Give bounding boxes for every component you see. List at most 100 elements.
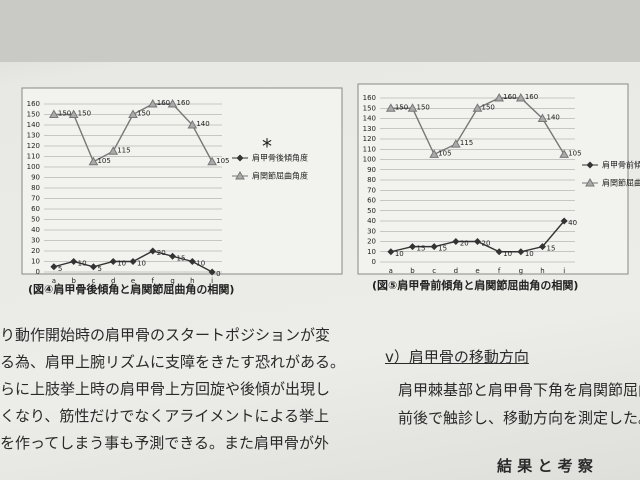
marker [68, 109, 79, 118]
data-label: 10 [78, 260, 87, 268]
line: を作ってしまう事も予測できる。また肩甲骨が外 [0, 434, 329, 452]
data-label: 150 [417, 103, 430, 111]
marker [235, 170, 245, 180]
y-tick-label: 70 [31, 195, 40, 203]
data-label: 115 [460, 139, 473, 147]
data-label: 105 [216, 157, 229, 165]
y-tick-label: 20 [31, 247, 40, 255]
line: 前後で触診し、移動方向を測定した。 [398, 409, 640, 427]
y-tick-label: 40 [367, 217, 376, 225]
y-tick-label: 100 [363, 156, 376, 164]
marker [450, 139, 461, 148]
data-label: 105 [438, 149, 451, 157]
line: る為、肩甲上腕リズムに支障をきたす恐れがある。 [0, 353, 346, 371]
data-label: 40 [568, 219, 577, 227]
data-label: 150 [482, 103, 495, 111]
body-text: 肩甲棘基部と肩甲骨下角を肩関節屈曲角 前後で触診し、移動方向を測定した。 [398, 376, 640, 432]
marker [207, 156, 217, 166]
y-tick-label: 150 [363, 104, 376, 112]
figures: * (図④肩甲骨後傾角と肩関節屈曲角の相関) (図⑤肩甲骨前傾角と肩関節屈曲角の… [21, 83, 640, 296]
y-tick-label: 90 [31, 174, 40, 182]
y-tick-label: 20 [367, 238, 376, 246]
marker [559, 149, 570, 158]
marker [109, 258, 117, 265]
y-tick-label: 0 [36, 268, 40, 276]
marker [517, 248, 525, 256]
x-tick-label: e [475, 267, 479, 275]
marker [429, 149, 440, 158]
data-label: 160 [525, 93, 538, 101]
marker [495, 248, 503, 256]
results-heading: 結 果 と 考 察 [497, 457, 593, 475]
data-label: 20 [482, 240, 491, 248]
marker [70, 258, 78, 265]
y-tick-label: 10 [31, 258, 40, 266]
x-tick-label: c [92, 277, 96, 285]
marker [385, 103, 396, 112]
section-heading: v）肩甲骨の移動方向 [385, 348, 529, 366]
marker [208, 268, 216, 276]
data-label: 10 [395, 250, 404, 258]
legend-label: 肩甲骨後傾角度 [252, 153, 308, 163]
marker [50, 263, 58, 271]
y-tick-label: 0 [372, 258, 376, 266]
background [0, 0, 640, 62]
marker [452, 238, 460, 245]
y-tick-label: 50 [31, 216, 40, 224]
y-tick-label: 70 [367, 186, 376, 194]
data-label: 10 [525, 250, 534, 258]
x-tick-label: a [52, 277, 56, 285]
x-tick-label: a [389, 267, 393, 275]
line: くなり、筋性だけでなくアライメントによる挙上 [0, 407, 329, 425]
marker [188, 258, 196, 265]
data-label: 150 [58, 110, 71, 118]
marker [474, 238, 481, 245]
data-label: 10 [117, 260, 126, 268]
x-tick-label: i [211, 277, 213, 285]
x-tick-label: g [519, 267, 523, 275]
marker [387, 248, 395, 256]
marker [169, 252, 177, 260]
data-label: 10 [503, 250, 512, 258]
legend-label: 肩関節屈曲角度 [252, 171, 308, 181]
y-tick-label: 50 [367, 207, 376, 215]
marker [108, 146, 119, 155]
data-label: 115 [117, 146, 130, 154]
marker [537, 113, 548, 122]
y-tick-label: 140 [27, 121, 40, 129]
marker [407, 103, 418, 112]
marker [560, 217, 568, 225]
y-tick-label: 130 [27, 132, 40, 140]
y-tick-label: 160 [363, 94, 376, 102]
data-label: 20 [157, 249, 166, 257]
legend-label: 肩甲骨前傾角度 [602, 160, 640, 170]
y-tick-label: 80 [367, 176, 376, 184]
y-tick-label: 120 [27, 142, 40, 150]
marker [167, 98, 178, 108]
caption: (図④肩甲骨後傾角と肩関節屈曲角の相関) [28, 282, 234, 296]
y-tick-label: 90 [367, 166, 376, 174]
data-label: 15 [177, 254, 186, 262]
marker [88, 156, 99, 166]
x-tick-label: d [454, 267, 458, 275]
data-label: 140 [547, 114, 560, 122]
marker [494, 92, 505, 102]
marker [586, 161, 594, 169]
x-tick-label: h [540, 267, 544, 275]
y-tick-label: 120 [363, 135, 376, 143]
x-tick-label: f [498, 267, 501, 275]
data-label: 150 [78, 110, 91, 118]
data-label: 105 [568, 149, 581, 157]
data-label: 105 [97, 157, 110, 165]
x-tick-label: d [111, 277, 115, 285]
legend-label: 肩関節屈曲角度 [602, 178, 640, 188]
y-tick-label: 100 [27, 163, 40, 171]
marker [472, 103, 483, 112]
y-tick-label: 140 [363, 115, 376, 123]
y-tick-label: 40 [31, 226, 40, 234]
x-tick-label: c [432, 267, 436, 275]
marker [149, 247, 157, 255]
marker [585, 177, 595, 187]
marker [515, 92, 526, 102]
